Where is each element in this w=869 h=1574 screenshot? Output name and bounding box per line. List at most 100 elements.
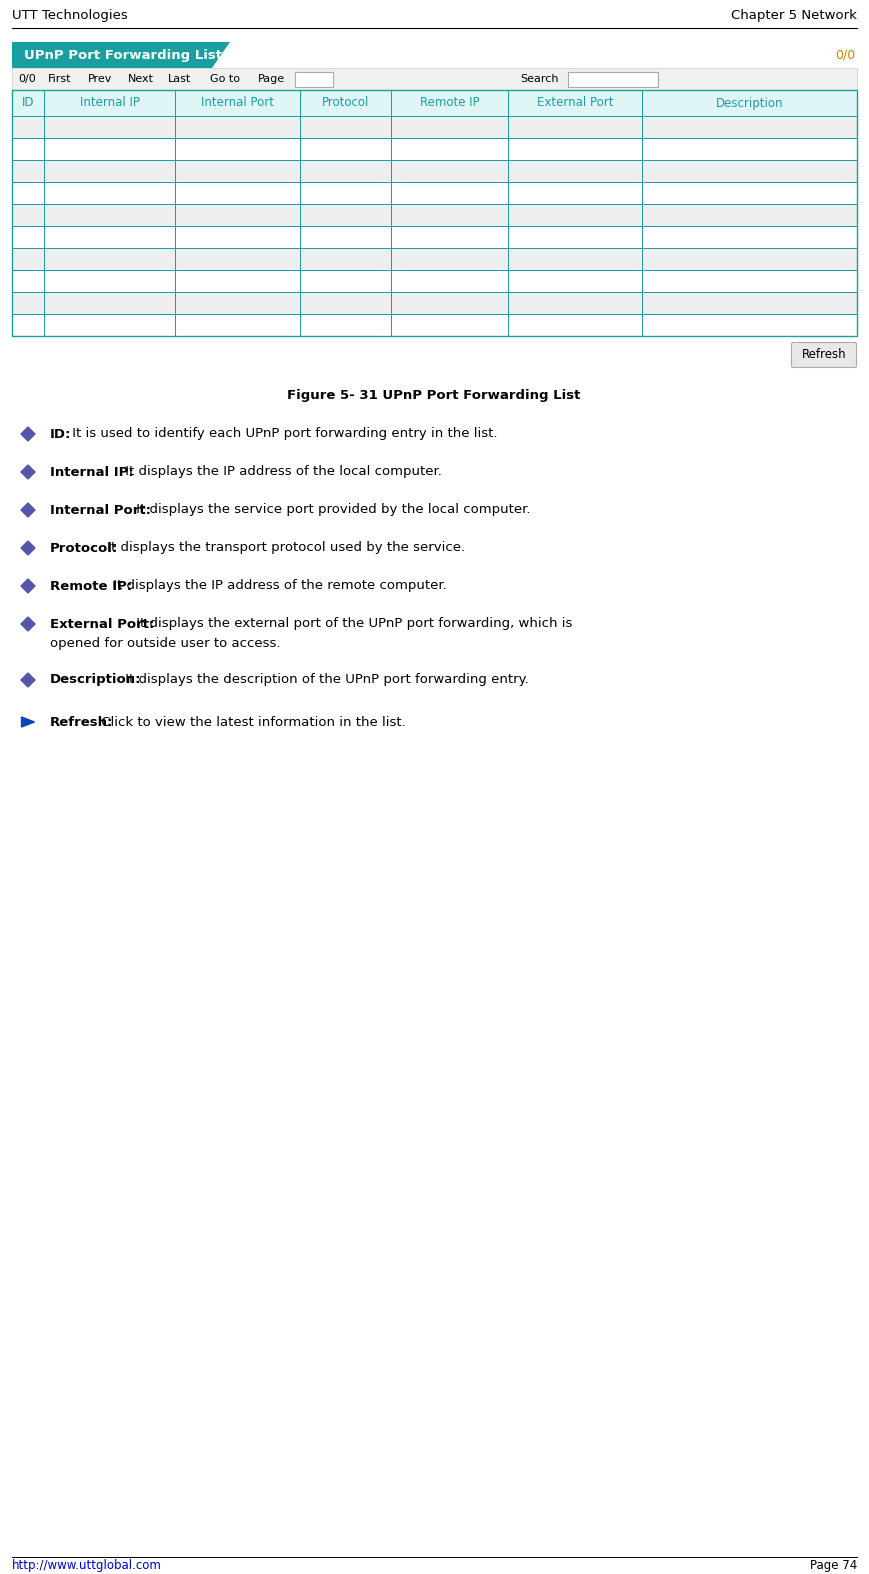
Text: ID:: ID: <box>50 428 71 441</box>
Bar <box>641 139 857 161</box>
Bar <box>175 139 300 161</box>
Text: 0/0: 0/0 <box>18 74 36 83</box>
Polygon shape <box>21 617 35 631</box>
Text: Description:: Description: <box>50 674 142 686</box>
Bar <box>175 90 300 116</box>
Bar <box>12 293 44 313</box>
Bar <box>391 205 508 227</box>
Text: Chapter 5 Network: Chapter 5 Network <box>731 9 857 22</box>
Bar <box>641 116 857 139</box>
Bar <box>641 227 857 249</box>
Bar <box>12 183 44 205</box>
Bar <box>44 183 175 205</box>
Text: http://www.uttglobal.com: http://www.uttglobal.com <box>12 1560 162 1572</box>
Text: Click to view the latest information in the list.: Click to view the latest information in … <box>97 716 406 729</box>
Text: Last: Last <box>168 74 191 83</box>
Bar <box>12 68 857 90</box>
Bar <box>175 271 300 293</box>
Bar <box>44 139 175 161</box>
Polygon shape <box>21 504 35 516</box>
Text: Figure 5- 31 UPnP Port Forwarding List: Figure 5- 31 UPnP Port Forwarding List <box>288 389 580 403</box>
Bar <box>175 313 300 335</box>
Text: It displays the description of the UPnP port forwarding entry.: It displays the description of the UPnP … <box>121 674 528 686</box>
Bar <box>300 205 391 227</box>
Bar <box>391 161 508 183</box>
Text: Remote IP:: Remote IP: <box>50 579 132 592</box>
Text: Page 74: Page 74 <box>810 1560 857 1572</box>
Text: Protocol:: Protocol: <box>50 541 118 554</box>
Bar <box>175 249 300 271</box>
Bar <box>641 313 857 335</box>
Text: It displays the transport protocol used by the service.: It displays the transport protocol used … <box>103 541 465 554</box>
Bar <box>508 205 641 227</box>
Text: Search: Search <box>520 74 559 83</box>
Text: First: First <box>48 74 71 83</box>
Bar <box>641 183 857 205</box>
Bar <box>12 90 44 116</box>
Text: Refresh:: Refresh: <box>50 716 113 729</box>
Bar <box>641 205 857 227</box>
Bar <box>300 227 391 249</box>
Text: It displays the IP address of the local computer.: It displays the IP address of the local … <box>121 466 441 478</box>
Bar <box>300 161 391 183</box>
Polygon shape <box>21 579 35 593</box>
Bar <box>641 161 857 183</box>
Bar <box>12 205 44 227</box>
Text: ID: ID <box>22 96 34 110</box>
Text: It displays the external port of the UPnP port forwarding, which is: It displays the external port of the UPn… <box>132 617 573 631</box>
Bar <box>44 90 175 116</box>
Bar <box>12 271 44 293</box>
Bar <box>508 313 641 335</box>
Bar <box>391 293 508 313</box>
Polygon shape <box>21 427 35 441</box>
Text: Prev: Prev <box>88 74 112 83</box>
Bar <box>300 139 391 161</box>
Polygon shape <box>22 718 35 727</box>
Bar <box>12 90 857 335</box>
Bar <box>300 293 391 313</box>
Text: Internal Port: Internal Port <box>201 96 274 110</box>
Bar <box>568 72 658 87</box>
FancyBboxPatch shape <box>792 343 857 367</box>
Text: External Port:: External Port: <box>50 617 155 631</box>
Bar <box>508 161 641 183</box>
Text: 0/0: 0/0 <box>835 49 855 61</box>
Bar <box>508 90 641 116</box>
Text: UPnP Port Forwarding List: UPnP Port Forwarding List <box>24 49 222 61</box>
Bar <box>391 90 508 116</box>
Polygon shape <box>21 464 35 478</box>
Bar <box>300 183 391 205</box>
Bar <box>641 90 857 116</box>
Text: Remote IP: Remote IP <box>420 96 480 110</box>
Bar <box>300 249 391 271</box>
Bar <box>44 271 175 293</box>
Text: Go to: Go to <box>210 74 240 83</box>
Bar <box>391 313 508 335</box>
Text: Next: Next <box>128 74 154 83</box>
Bar <box>300 116 391 139</box>
Bar <box>44 205 175 227</box>
Bar <box>12 313 44 335</box>
Text: opened for outside user to access.: opened for outside user to access. <box>50 637 281 650</box>
Bar <box>508 139 641 161</box>
Bar <box>508 116 641 139</box>
Bar <box>175 227 300 249</box>
Bar <box>391 227 508 249</box>
Bar <box>175 161 300 183</box>
Bar <box>641 293 857 313</box>
Text: UTT Technologies: UTT Technologies <box>12 9 128 22</box>
Bar <box>175 205 300 227</box>
Text: Description: Description <box>715 96 783 110</box>
Text: It displays the service port provided by the local computer.: It displays the service port provided by… <box>132 504 531 516</box>
Bar <box>44 293 175 313</box>
Bar <box>12 139 44 161</box>
Text: Internal IP: Internal IP <box>80 96 140 110</box>
Text: Refresh: Refresh <box>802 348 846 362</box>
Bar <box>391 183 508 205</box>
Bar <box>175 183 300 205</box>
Bar <box>508 249 641 271</box>
Polygon shape <box>21 541 35 556</box>
Bar <box>641 249 857 271</box>
Bar <box>44 161 175 183</box>
Text: Internal Port:: Internal Port: <box>50 504 151 516</box>
